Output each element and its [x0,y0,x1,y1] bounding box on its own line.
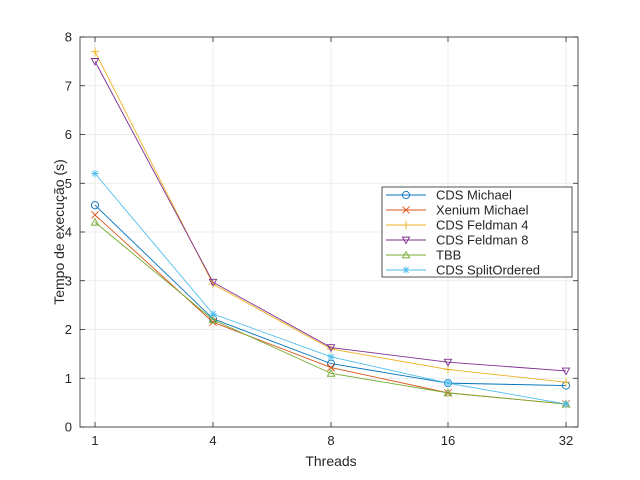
x-tick-label: 32 [559,433,573,448]
series-cds-splitordered [91,169,570,408]
legend-swatch-marker [401,220,411,230]
legend-entry-tbb: TBB [386,248,461,263]
marker-shape [402,266,410,274]
data-point-cds-feldman-4 [561,377,571,387]
legend-entry-cds-michael: CDS Michael [386,188,512,203]
x-axis-title: Threads [305,453,356,469]
data-point-cds-splitordered [327,353,335,361]
marker-shape [90,201,100,210]
legend-swatch-marker [401,190,411,200]
data-point-cds-splitordered [444,379,452,387]
data-point-cds-feldman-8 [90,58,100,66]
legend-entry-cds-splitordered: CDS SplitOrdered [386,263,540,278]
series-cds-feldman-8 [90,58,571,376]
data-point-tbb [443,388,453,397]
series-line-cds-feldman-8 [94,61,567,372]
legend-label: CDS Michael [436,188,512,203]
data-point-tbb [208,315,218,324]
marker-shape [401,250,411,259]
data-series [90,47,571,409]
y-tick-label: 7 [65,78,72,93]
marker-shape [90,58,100,66]
marker-shape [326,344,336,353]
legend-swatch-marker [401,236,411,245]
data-point-cds-feldman-8 [443,358,453,367]
marker-shape [91,211,99,219]
marker-shape [326,368,336,377]
marker-shape [562,401,570,408]
x-tick-label: 16 [441,433,455,448]
y-tick-label: 8 [65,30,72,45]
data-point-xenium-michael [327,363,335,372]
data-point-cds-feldman-8 [208,278,218,287]
marker-shape [401,236,411,245]
y-tick-label: 4 [65,225,72,240]
legend-label: Xenium Michael [436,203,529,218]
data-point-cds-splitordered [209,310,217,318]
legend-label: CDS SplitOrdered [436,263,540,278]
y-tick-label: 6 [65,127,72,142]
x-tick-label: 1 [91,433,98,448]
axis-ticks: 1 4 8 16 32 0 1 2 3 4 5 6 7 8 [65,30,578,448]
data-point-xenium-michael [91,211,99,219]
marker-shape [209,310,217,317]
marker-shape [444,380,452,387]
legend-swatch-marker [401,250,411,259]
legend-label: CDS Feldman 4 [436,218,528,233]
marker-shape [401,190,411,200]
data-point-cds-feldman-8 [326,344,336,353]
marker-shape [327,363,335,372]
marker-shape [561,367,571,376]
legend-entry-cds-feldman-8: CDS Feldman 8 [386,233,528,248]
legend-swatch-marker [402,206,410,214]
y-tick-label: 3 [65,273,72,288]
marker-shape [327,353,335,360]
marker-shape [443,358,453,367]
data-point-cds-splitordered [562,400,570,408]
marker-shape [208,315,218,324]
legend-entry-xenium-michael: Xenium Michael [386,203,529,218]
y-tick-label: 1 [65,371,72,386]
data-point-cds-feldman-4 [90,47,100,56]
data-point-tbb [90,217,100,226]
data-point-tbb [326,368,336,377]
legend-label: TBB [436,248,461,263]
legend-entry-cds-feldman-4: CDS Feldman 4 [386,218,528,233]
marker-shape [90,217,100,226]
series-line-cds-michael [94,204,567,387]
data-point-cds-feldman-8 [561,367,571,376]
x-tick-label: 4 [209,433,216,448]
marker-shape [91,170,99,177]
legend-label: CDS Feldman 8 [436,233,528,248]
marker-shape [402,206,410,214]
series-line-tbb [94,221,567,405]
y-tick-label: 5 [65,176,72,191]
y-tick-label: 2 [65,322,72,337]
legend-box [381,186,573,278]
data-point-cds-michael [90,201,100,210]
marker-shape [443,388,453,397]
legend-swatch-marker [402,266,410,274]
data-point-cds-splitordered [91,169,99,178]
marker-shape [208,278,218,287]
x-tick-label: 8 [327,433,334,448]
y-axis-title: Tempo de execução (s) [51,159,67,305]
y-tick-label: 0 [65,420,72,435]
